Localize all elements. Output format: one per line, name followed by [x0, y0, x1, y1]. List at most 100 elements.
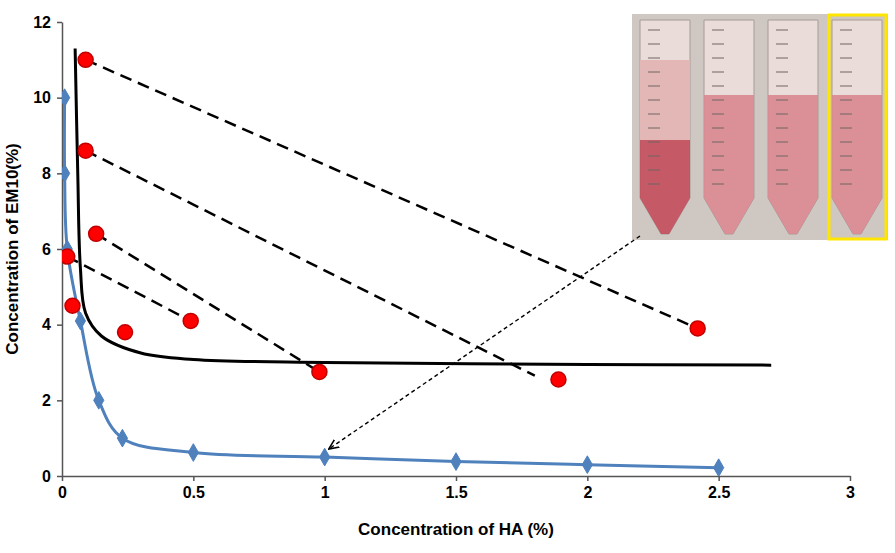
y-tick-label: 10 — [33, 89, 51, 106]
tube-graduation — [776, 30, 788, 31]
circle-point — [65, 298, 80, 313]
diamond-point — [188, 444, 198, 462]
tube-graduation — [648, 170, 660, 171]
inset-photo — [632, 14, 888, 240]
tube-graduation — [776, 156, 788, 157]
tube-graduation — [712, 30, 724, 31]
x-tick: 2.5 — [708, 476, 730, 501]
tube-graduation — [776, 114, 788, 115]
y-tick-mark — [57, 476, 62, 478]
tube-graduation — [648, 58, 660, 59]
tube — [640, 20, 690, 234]
tube-graduation — [840, 58, 852, 59]
chart: 00.511.522.53024681012Concentration of H… — [0, 0, 895, 553]
tube-graduation — [648, 72, 660, 73]
tube — [768, 20, 818, 234]
tube-graduation — [840, 100, 852, 101]
tube-liquid — [768, 95, 818, 234]
y-tick-mark — [57, 173, 62, 175]
y-axis: 0 2 4 6 8 10 12 — [33, 14, 62, 485]
x-tick-label: 2.5 — [708, 484, 730, 501]
tube-graduation — [840, 142, 852, 143]
x-tick: 1 — [321, 476, 330, 501]
tube-graduation — [712, 86, 724, 87]
tube-graduation — [712, 170, 724, 171]
diamond-point — [320, 448, 330, 466]
y-tick-label: 4 — [42, 316, 51, 333]
circle-point — [690, 321, 705, 336]
photo-background — [632, 14, 888, 240]
y-tick: 0 — [42, 468, 62, 485]
tube-graduation — [840, 44, 852, 45]
highlight-frame — [829, 15, 886, 239]
y-tick-label: 2 — [42, 392, 51, 409]
curve — [64, 98, 718, 468]
tube-graduation — [776, 170, 788, 171]
x-tick-label: 1 — [321, 484, 330, 501]
x-tick: 0 — [58, 476, 67, 501]
y-tick-mark — [57, 324, 62, 326]
tube-graduation — [840, 170, 852, 171]
tube-graduation — [776, 72, 788, 73]
tube-graduation — [712, 114, 724, 115]
diamond-point — [451, 453, 461, 471]
tube-graduation — [840, 30, 852, 31]
x-tick-label: 1.5 — [445, 484, 467, 501]
tube-graduation — [776, 184, 788, 185]
x-tick-mark — [587, 476, 589, 481]
x-tick-mark — [850, 476, 852, 481]
tube-graduation — [648, 86, 660, 87]
x-axis: 00.511.522.53 — [58, 476, 855, 501]
y-tick-label: 12 — [33, 14, 51, 31]
y-tick: 8 — [42, 165, 62, 182]
tube-graduation — [840, 114, 852, 115]
circle-point — [78, 143, 93, 158]
y-tick: 4 — [42, 316, 62, 333]
tube-liquid — [704, 95, 754, 234]
y-tick-mark — [57, 400, 62, 402]
diamond-point — [75, 312, 85, 330]
diamond-point — [117, 429, 127, 447]
tube-graduation — [840, 156, 852, 157]
y-tick-mark — [57, 22, 62, 24]
x-tick-label: 0 — [58, 484, 67, 501]
tube-graduation — [840, 72, 852, 73]
y-tick: 10 — [33, 89, 62, 106]
y-tick: 6 — [42, 241, 62, 258]
tube-graduation — [840, 86, 852, 87]
tube-graduation — [776, 100, 788, 101]
tube-graduation — [648, 114, 660, 115]
x-tick-mark — [193, 476, 195, 481]
tube-graduation — [648, 44, 660, 45]
x-tick: 1.5 — [445, 476, 467, 501]
diamond-point — [94, 392, 104, 410]
plot-area — [62, 48, 771, 476]
y-tick: 2 — [42, 392, 62, 409]
y-tick-label: 8 — [42, 165, 51, 182]
circle-point — [118, 325, 133, 340]
diamond-point — [62, 165, 70, 183]
tube-graduation — [648, 100, 660, 101]
tube-graduation — [712, 142, 724, 143]
x-tick-label: 0.5 — [183, 484, 205, 501]
y-axis-title: Concentration of EM10(%) — [3, 143, 22, 355]
circle-point — [78, 52, 93, 67]
tube-graduation — [712, 156, 724, 157]
tie-line — [86, 151, 535, 376]
tube-upper-phase — [640, 60, 690, 140]
diamond-point — [714, 459, 724, 476]
x-tick-mark — [718, 476, 720, 481]
y-tick-label: 0 — [42, 468, 51, 485]
tube-liquid — [640, 140, 690, 234]
tube — [832, 20, 882, 234]
tube — [704, 20, 754, 234]
tube-graduation — [776, 142, 788, 143]
tube-graduation — [712, 128, 724, 129]
tube-graduation — [648, 156, 660, 157]
tube-graduation — [776, 86, 788, 87]
x-tick-mark — [324, 476, 326, 481]
circle-point — [183, 313, 198, 328]
curve — [75, 48, 771, 365]
y-tick-mark — [57, 249, 62, 251]
x-tick: 3 — [846, 476, 855, 501]
